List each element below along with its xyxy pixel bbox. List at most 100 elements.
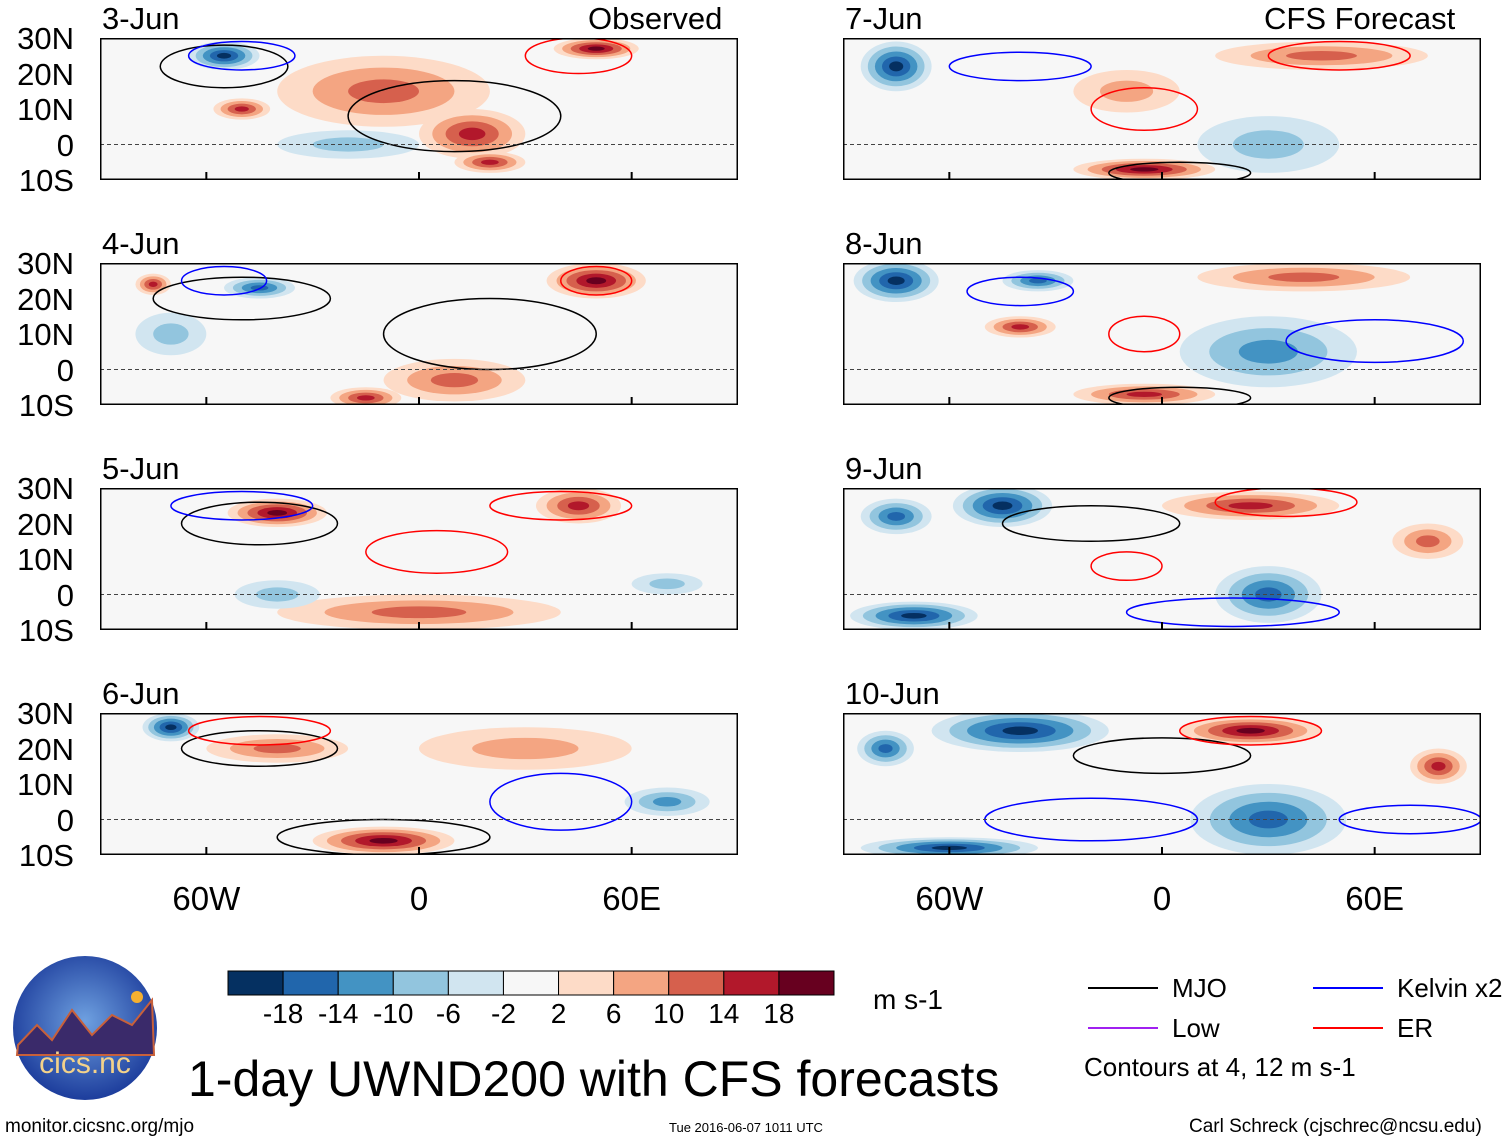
y-tick-label: 10S xyxy=(18,613,74,648)
filtered-wave-contour xyxy=(170,490,314,521)
wind-anomaly-shading xyxy=(586,277,607,285)
filtered-wave-contour xyxy=(1001,505,1181,542)
filtered-wave-contour xyxy=(1178,715,1323,746)
colorbar-swatch xyxy=(723,970,780,996)
legend-label: Kelvin x2 xyxy=(1397,973,1503,1003)
map-panel-3-Jun xyxy=(100,38,738,180)
wind-anomaly-shading xyxy=(165,724,177,731)
filtered-wave-contour xyxy=(152,276,332,321)
y-tick-label: 30N xyxy=(17,471,74,506)
y-tick-label: 30N xyxy=(17,696,74,731)
filtered-wave-contour xyxy=(1108,315,1181,353)
wind-anomaly-shading xyxy=(1130,167,1159,172)
legend-line xyxy=(1088,1027,1158,1029)
colorbar-swatch xyxy=(392,970,449,996)
y-tick-label: 0 xyxy=(56,577,74,613)
colorbar-label: 10 xyxy=(653,998,685,1029)
y-tick-label: 30N xyxy=(17,246,74,281)
y-tick-label: 10N xyxy=(17,317,74,352)
y-tick-label: 0 xyxy=(56,127,74,163)
figure-title: 1-day UWND200 with CFS forecasts xyxy=(188,1051,1000,1107)
filtered-wave-contour xyxy=(365,529,509,574)
logo-text: cics.nc xyxy=(39,1047,131,1080)
filtered-wave-contour xyxy=(180,265,268,296)
map-panel-8-Jun xyxy=(843,263,1481,405)
wind-anomaly-shading xyxy=(587,46,605,51)
wind-anomaly-shading xyxy=(887,511,906,521)
filtered-wave-contour xyxy=(187,40,296,71)
map-panel-6-Jun xyxy=(100,713,738,855)
colorbar-label: -10 xyxy=(373,998,414,1029)
colorbar-swatch xyxy=(282,970,339,996)
wind-anomaly-shading xyxy=(567,501,590,511)
filtered-wave-contour xyxy=(524,38,633,75)
colorbar-label: -6 xyxy=(435,998,461,1029)
y-tick-label: 0 xyxy=(56,352,74,388)
filtered-wave-contour xyxy=(1125,597,1340,628)
wind-anomaly-shading xyxy=(1268,272,1340,282)
units-label: m s-1 xyxy=(873,984,943,1015)
colorbar-swatch xyxy=(502,970,560,996)
colorbar-swatch xyxy=(778,970,835,996)
filtered-wave-contour xyxy=(948,51,1092,82)
y-tick-label: 20N xyxy=(17,56,74,92)
filtered-wave-contour xyxy=(159,44,289,89)
wind-anomaly-shading xyxy=(1228,502,1273,510)
wind-anomaly-shading xyxy=(1248,810,1288,829)
map-panel-9-Jun xyxy=(843,488,1481,630)
panel-date-label: 7-Jun xyxy=(845,1,923,36)
x-tick-label: 0 xyxy=(409,880,429,917)
wind-anomaly-shading xyxy=(1099,80,1154,102)
wind-anomaly-shading xyxy=(889,61,904,72)
wind-anomaly-shading xyxy=(1286,51,1357,61)
legend-label: MJO xyxy=(1172,973,1227,1003)
colorbar-label: 2 xyxy=(550,998,567,1029)
filtered-wave-contour xyxy=(1090,86,1199,132)
filtered-wave-contour xyxy=(180,501,339,546)
filtered-wave-contour xyxy=(1267,40,1411,71)
wind-anomaly-shading xyxy=(878,744,893,753)
panel-date-label: 10-Jun xyxy=(845,676,940,711)
y-tick-label: 10S xyxy=(18,388,74,423)
wind-anomaly-shading xyxy=(1126,391,1162,398)
forecast-column-label: CFS Forecast xyxy=(1264,1,1456,36)
map-panel-4-Jun xyxy=(100,263,738,405)
wind-anomaly-shading xyxy=(458,127,486,141)
filtered-wave-contour xyxy=(382,297,597,371)
legend-label: ER xyxy=(1397,1013,1434,1043)
x-tick-label: 60E xyxy=(602,880,662,917)
wind-anomaly-shading xyxy=(901,612,927,619)
y-tick-label: 10N xyxy=(17,542,74,577)
y-tick-label: 10S xyxy=(18,838,74,873)
filtered-wave-contour xyxy=(1285,319,1465,364)
filtered-wave-contour xyxy=(1108,161,1252,180)
filtered-wave-contour xyxy=(347,79,562,153)
wind-anomaly-shading xyxy=(1002,726,1038,736)
wind-anomaly-shading xyxy=(1431,761,1446,771)
wind-anomaly-shading xyxy=(267,510,288,516)
filtered-wave-contour xyxy=(489,490,633,521)
wind-anomaly-shading xyxy=(1011,324,1030,330)
wind-anomaly-shading xyxy=(148,281,158,287)
y-tick-label: 0 xyxy=(56,802,74,838)
wind-anomaly-shading xyxy=(652,797,682,807)
wind-anomaly-shading xyxy=(1416,535,1440,548)
colorbar-label: -18 xyxy=(262,998,304,1029)
filtered-wave-contour xyxy=(560,265,633,296)
filtered-wave-contour xyxy=(489,772,633,831)
legend-line xyxy=(1088,987,1158,989)
filtered-wave-contour xyxy=(1108,386,1252,405)
wind-anomaly-shading xyxy=(481,159,499,165)
footer-timestamp: Tue 2016-06-07 1011 UTC xyxy=(669,1120,823,1135)
y-tick-label: 10N xyxy=(17,767,74,802)
x-tick-label: 60E xyxy=(1345,880,1405,917)
panel-date-label: 3-Jun xyxy=(102,1,180,36)
filtered-wave-contour xyxy=(1214,488,1358,518)
observed-column-label: Observed xyxy=(588,1,723,36)
colorbar-swatch xyxy=(558,970,615,996)
colorbar-swatch xyxy=(337,970,394,996)
legend-line xyxy=(1313,1027,1383,1029)
x-tick-label: 60W xyxy=(915,880,984,917)
filtered-wave-contour xyxy=(180,730,339,767)
panel-date-label: 4-Jun xyxy=(102,226,180,261)
